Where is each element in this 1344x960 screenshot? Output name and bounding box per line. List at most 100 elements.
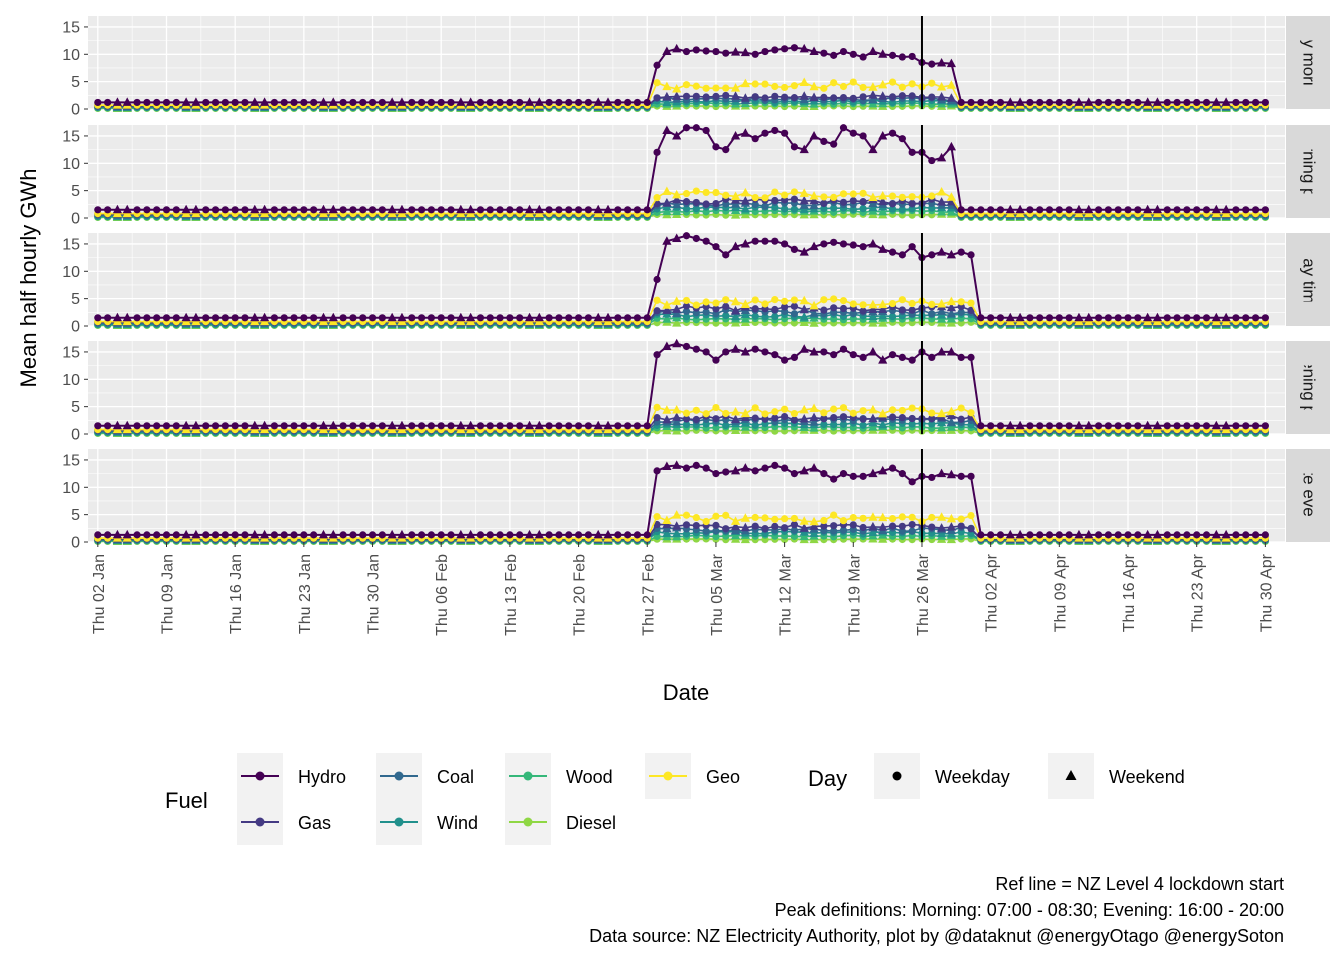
data-point-hydro xyxy=(496,206,504,214)
data-point-geo xyxy=(712,188,720,197)
data-point-coal xyxy=(790,310,799,318)
data-point-hydro xyxy=(555,531,563,539)
x-tick-label: Thu 05 Mar xyxy=(709,553,726,635)
data-point-hydro xyxy=(928,353,936,362)
data-point-gas xyxy=(888,413,897,421)
data-point-hydro xyxy=(730,47,741,56)
data-point-hydro xyxy=(957,248,965,256)
data-point-geo xyxy=(859,83,867,92)
data-point-hydro xyxy=(946,249,957,259)
data-point-hydro xyxy=(496,422,504,430)
data-point-hydro xyxy=(593,204,603,214)
data-point-gas xyxy=(820,415,828,423)
data-point-hydro xyxy=(672,460,682,469)
data-point-hydro xyxy=(565,98,573,107)
data-point-gas xyxy=(799,523,809,532)
x-tick-label: Thu 30 Jan xyxy=(366,554,383,634)
data-point-wind xyxy=(662,528,672,538)
data-point-hydro xyxy=(1005,204,1015,214)
data-point-hydro xyxy=(1173,422,1181,430)
data-point-hydro xyxy=(349,531,357,539)
data-point-geo xyxy=(957,515,965,523)
data-point-hydro xyxy=(1232,98,1240,107)
data-point-hydro xyxy=(1026,531,1034,539)
data-point-wind xyxy=(771,203,779,211)
data-point-gas xyxy=(712,415,720,423)
data-point-hydro xyxy=(378,422,386,430)
data-point-hydro xyxy=(1221,529,1231,539)
data-point-hydro xyxy=(349,98,357,107)
data-point-hydro xyxy=(447,422,455,430)
data-point-hydro xyxy=(466,529,476,539)
data-point-hydro xyxy=(771,46,779,54)
data-point-hydro xyxy=(957,98,965,107)
data-point-gas xyxy=(722,91,730,100)
data-point-wind xyxy=(820,205,828,213)
data-point-geo xyxy=(888,192,897,200)
data-point-wind xyxy=(682,420,691,429)
data-point-hydro xyxy=(781,45,789,53)
data-point-hydro xyxy=(1104,98,1112,107)
data-point-hydro xyxy=(1055,531,1063,539)
data-point-gas xyxy=(771,522,779,530)
data-point-hydro xyxy=(593,97,603,106)
data-point-hydro xyxy=(712,143,720,151)
data-point-wood xyxy=(936,207,947,216)
data-point-hydro xyxy=(868,46,878,56)
data-point-hydro xyxy=(1015,312,1025,322)
data-point-hydro xyxy=(740,463,750,472)
data-point-hydro xyxy=(280,98,288,107)
data-point-hydro xyxy=(349,314,357,322)
data-point-hydro xyxy=(1242,314,1250,322)
data-point-geo xyxy=(936,299,947,308)
data-point-hydro xyxy=(1114,531,1122,539)
data-point-wind xyxy=(908,420,916,428)
data-point-gas xyxy=(946,196,957,206)
data-point-wind xyxy=(781,205,789,213)
data-point-hydro xyxy=(516,531,524,539)
data-point-hydro xyxy=(339,98,347,107)
data-point-gas xyxy=(790,521,799,529)
data-point-hydro xyxy=(574,98,583,107)
data-point-gas xyxy=(712,521,720,529)
data-point-geo xyxy=(859,189,867,197)
data-point-hydro xyxy=(1015,420,1025,430)
data-point-geo xyxy=(888,515,897,523)
x-tick-label: Thu 23 Jan xyxy=(297,554,314,634)
data-point-geo xyxy=(653,296,661,304)
data-point-hydro xyxy=(555,206,563,214)
data-point-hydro xyxy=(387,529,397,539)
data-point-hydro xyxy=(397,97,407,106)
data-point-hydro xyxy=(799,247,809,256)
data-point-hydro xyxy=(967,353,975,362)
data-point-hydro xyxy=(1193,422,1201,430)
data-point-hydro xyxy=(545,531,553,539)
data-point-geo xyxy=(868,404,878,414)
data-point-hydro xyxy=(653,467,661,475)
data-point-hydro xyxy=(790,470,799,478)
data-point-hydro xyxy=(643,422,651,430)
data-point-hydro xyxy=(202,98,210,107)
data-point-geo xyxy=(790,82,799,90)
data-point-wood xyxy=(740,313,750,323)
data-point-hydro xyxy=(191,97,201,106)
data-point-hydro xyxy=(682,232,691,240)
legend-key-point xyxy=(394,771,404,781)
data-point-hydro xyxy=(545,98,553,107)
data-point-geo xyxy=(830,79,838,87)
data-point-hydro xyxy=(946,141,957,151)
y-tick-label: 10 xyxy=(62,47,80,64)
data-point-gas xyxy=(702,93,710,101)
data-point-coal xyxy=(672,416,682,426)
data-point-hydro xyxy=(181,97,191,106)
data-point-geo xyxy=(928,409,936,417)
data-point-geo xyxy=(702,188,710,197)
data-point-hydro xyxy=(1074,529,1084,539)
data-point-hydro xyxy=(1152,529,1163,539)
data-point-hydro xyxy=(545,206,553,214)
data-point-gas xyxy=(898,414,906,422)
data-point-hydro xyxy=(603,204,613,214)
data-point-gas xyxy=(868,521,878,531)
data-point-gas xyxy=(859,93,867,101)
data-point-hydro xyxy=(1261,206,1269,214)
